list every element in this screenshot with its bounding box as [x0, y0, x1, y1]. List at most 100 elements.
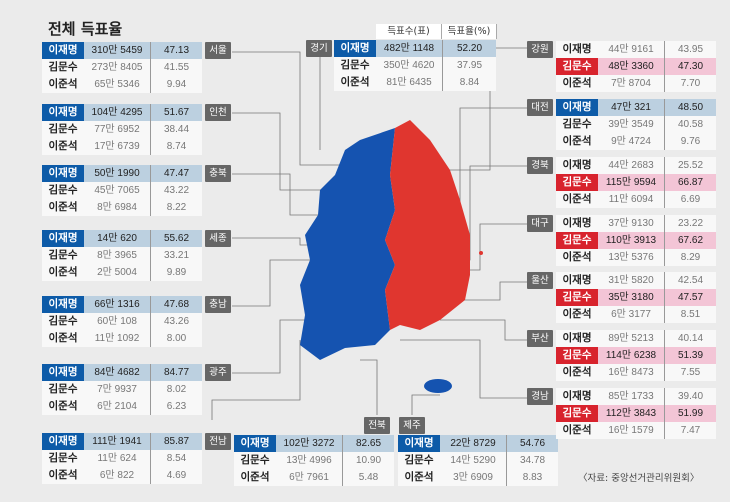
candidate-name: 이재명	[562, 43, 592, 55]
vote-count: 17만 6739	[84, 138, 151, 155]
vote-share: 47.47	[163, 168, 190, 179]
vote-share: 40.14	[677, 333, 704, 344]
region-label: 강원	[527, 41, 553, 58]
candidate-name: 이준석	[562, 424, 592, 436]
region-table: 이재명 50만 1990 47.47 김문수 45만 7065 43.22 이준석 8만 69…	[42, 165, 202, 216]
region-table: 이재명 310만 5459 47.13 김문수 273만 8405 41.55 이준석 65만…	[42, 42, 202, 93]
table-row: 이준석 3만 6909 8.83	[398, 469, 558, 486]
candidate-name: 이재명	[562, 217, 592, 229]
candidate-name: 이재명	[556, 99, 598, 116]
candidate-name: 이재명	[234, 435, 276, 452]
candidate-name: 김문수	[240, 454, 270, 466]
table-row: 이준석 65만 5346 9.94	[42, 76, 202, 93]
table-row: 이재명 44만 9161 43.95	[556, 41, 716, 58]
vote-share: 5.48	[358, 472, 379, 483]
table-row: 이준석 9만 4724 9.76	[556, 133, 716, 150]
candidate-name: 이준석	[562, 366, 592, 378]
table-row: 이재명 482만 1148 52.20	[334, 40, 496, 57]
candidate-name: 김문수	[556, 289, 598, 306]
vote-count: 111만 1941	[84, 433, 151, 450]
region-label: 광주	[205, 364, 231, 381]
vote-share: 9.89	[166, 267, 187, 278]
vote-share: 23.22	[677, 218, 704, 229]
region-table: 이재명 14만 620 55.62 김문수 8만 3965 33.21 이준석 2만 5004…	[42, 230, 202, 281]
vote-count: 85만 1733	[598, 388, 665, 405]
vote-count: 81만 6435	[376, 74, 443, 91]
region-table: 이재명 111만 1941 85.87 김문수 11만 624 8.54 이준석 6만 822…	[42, 433, 202, 484]
vote-count: 9만 4724	[598, 133, 665, 150]
vote-share: 41.55	[163, 62, 190, 73]
vote-count: 6만 2104	[84, 398, 151, 415]
candidate-name: 이재명	[42, 42, 84, 59]
vote-count: 102만 3272	[276, 435, 343, 452]
table-row: 김문수 11만 624 8.54	[42, 450, 202, 467]
table-row: 김문수 48만 3360 47.30	[556, 58, 716, 75]
table-row: 김문수 115만 9594 66.87	[556, 174, 716, 191]
table-row: 이재명 84만 4682 84.77	[42, 364, 202, 381]
vote-count: 39만 3549	[598, 116, 665, 133]
candidate-name: 이준석	[562, 135, 592, 147]
table-row: 이재명 310만 5459 47.13	[42, 42, 202, 59]
vote-count: 37만 9130	[598, 215, 665, 232]
table-row: 김문수 77만 6952 38.44	[42, 121, 202, 138]
vote-share: 4.69	[166, 470, 187, 481]
candidate-name: 이재명	[42, 296, 84, 313]
table-row: 이준석 13만 5376 8.29	[556, 249, 716, 266]
vote-count: 14만 5290	[440, 452, 507, 469]
vote-share: 38.44	[163, 124, 190, 135]
vote-count: 8만 6984	[84, 199, 151, 216]
candidate-name: 김문수	[556, 347, 598, 364]
vote-count: 66만 1316	[84, 296, 151, 313]
table-row: 김문수 45만 7065 43.22	[42, 182, 202, 199]
vote-share: 6.23	[166, 401, 187, 412]
vote-share: 43.95	[677, 44, 704, 55]
vote-count: 13만 4996	[276, 452, 343, 469]
vote-share: 25.52	[677, 160, 704, 171]
table-row: 이재명 31만 5820 42.54	[556, 272, 716, 289]
vote-count: 112만 3843	[598, 405, 665, 422]
vote-share: 54.76	[519, 438, 546, 449]
candidate-name: 김문수	[556, 58, 598, 75]
vote-share: 7.55	[680, 367, 701, 378]
region-label: 세종	[205, 230, 231, 247]
vote-count: 89만 5213	[598, 330, 665, 347]
page-title: 전체 득표율	[48, 20, 123, 38]
vote-share: 52.20	[456, 43, 483, 54]
table-row: 이재명 89만 5213 40.14	[556, 330, 716, 347]
vote-count: 11만 624	[84, 450, 151, 467]
candidate-name: 김문수	[404, 454, 434, 466]
vote-count: 11만 1092	[84, 330, 151, 347]
candidate-name: 김문수	[556, 174, 598, 191]
vote-share: 8.84	[459, 77, 480, 88]
table-row: 이준석 16만 1579 7.47	[556, 422, 716, 439]
vote-count: 44만 2683	[598, 157, 665, 174]
region-table: 이재명 47만 321 48.50 김문수 39만 3549 40.58 이준석 9만 472…	[556, 99, 716, 150]
region-label: 서울	[205, 42, 231, 59]
table-row: 이준석 8만 6984 8.22	[42, 199, 202, 216]
vote-count: 50만 1990	[84, 165, 151, 182]
table-row: 김문수 110만 3913 67.62	[556, 232, 716, 249]
vote-share: 8.02	[166, 384, 187, 395]
vote-share: 43.26	[163, 316, 190, 327]
map-region-blue	[300, 128, 395, 360]
table-row: 김문수 8만 3965 33.21	[42, 247, 202, 264]
vote-count: 45만 7065	[84, 182, 151, 199]
region-label: 경기	[306, 40, 332, 57]
candidate-name: 이재명	[562, 159, 592, 171]
vote-share: 33.21	[163, 250, 190, 261]
vote-count: 110만 3913	[598, 232, 665, 249]
vote-share: 82.65	[355, 438, 382, 449]
candidate-name: 이재명	[42, 165, 84, 182]
vote-count: 8만 3965	[84, 247, 151, 264]
vote-count: 482만 1148	[376, 40, 443, 57]
vote-count: 84만 4682	[84, 364, 151, 381]
vote-share: 40.58	[677, 119, 704, 130]
region-label: 대전	[527, 99, 553, 116]
candidate-name: 김문수	[556, 232, 598, 249]
vote-share: 47.68	[163, 299, 190, 310]
vote-share: 39.40	[677, 391, 704, 402]
region-table: 이재명 44만 2683 25.52 김문수 115만 9594 66.87 이준석 11만 …	[556, 157, 716, 208]
vote-share: 47.13	[163, 45, 190, 56]
candidate-name: 이재명	[42, 433, 84, 450]
